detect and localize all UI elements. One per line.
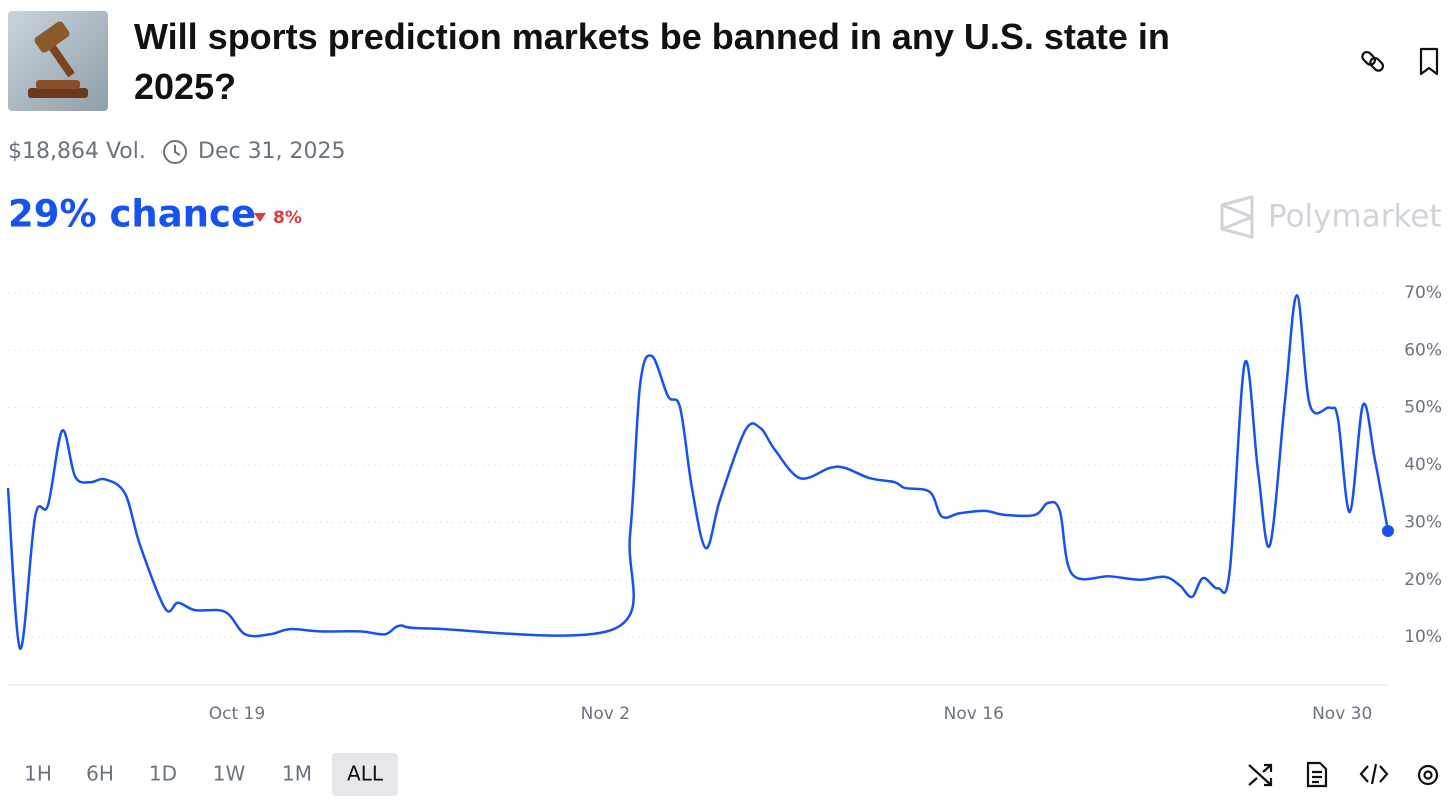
down-arrow: [254, 213, 266, 222]
brand: Polymarket: [1268, 199, 1442, 235]
change: 8%: [273, 208, 302, 228]
market-title: Will sports prediction markets be banned…: [134, 16, 1170, 107]
y-tick-label: 10%: [1404, 627, 1442, 647]
y-tick-label: 40%: [1404, 455, 1442, 475]
shuffle-icon[interactable]: [1248, 763, 1273, 787]
y-tick-label: 50%: [1404, 398, 1442, 418]
range-button[interactable]: 1W: [213, 762, 246, 786]
last-point: [1382, 524, 1394, 537]
range-button[interactable]: 1H: [24, 762, 52, 786]
settings-icon[interactable]: [1417, 764, 1439, 786]
x-tick-label: Nov 16: [944, 704, 1004, 724]
document-icon[interactable]: [1306, 761, 1328, 788]
range-button[interactable]: 1D: [149, 762, 177, 786]
range-button[interactable]: 1M: [282, 762, 312, 786]
thumbnail: [8, 11, 108, 111]
y-tick-label: 20%: [1404, 570, 1442, 590]
range-button[interactable]: 6H: [86, 762, 114, 786]
y-tick-label: 60%: [1404, 340, 1442, 360]
code-icon[interactable]: [1359, 763, 1389, 785]
y-tick-label: 30%: [1404, 512, 1442, 532]
brand-logo: [1220, 195, 1254, 239]
active-range-bg: [332, 753, 398, 796]
volume: $18,864 Vol.: [8, 139, 146, 164]
x-tick-label: Nov 2: [581, 704, 630, 724]
x-tick-label: Nov 30: [1312, 704, 1372, 724]
chance: 29% chance: [8, 193, 256, 236]
y-tick-label: 70%: [1404, 283, 1442, 303]
bookmark-icon[interactable]: [1419, 47, 1439, 76]
x-tick-label: Oct 19: [209, 704, 265, 724]
end-date: Dec 31, 2025: [198, 139, 346, 164]
range-button[interactable]: ALL: [347, 762, 384, 786]
link-icon[interactable]: [1361, 50, 1385, 72]
price-line: [6, 293, 1390, 650]
clock-icon: [163, 140, 187, 164]
